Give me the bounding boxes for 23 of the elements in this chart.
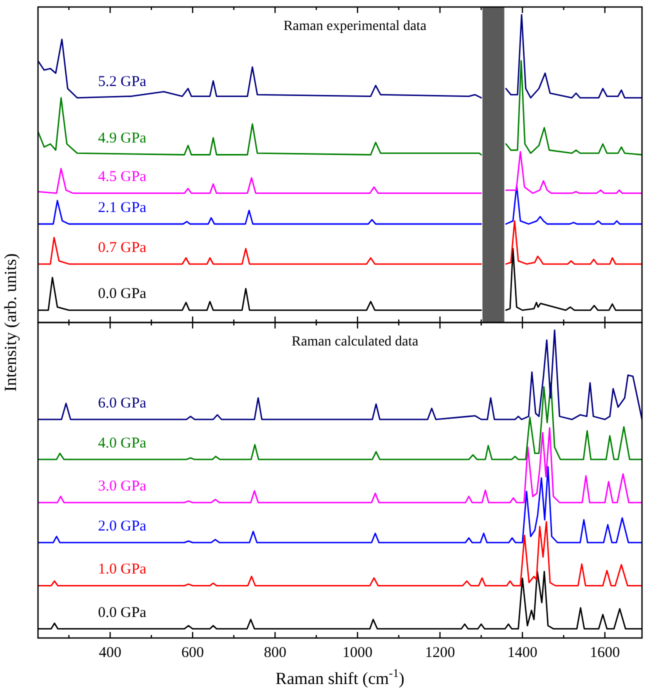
x-tick-label: 600	[181, 645, 204, 661]
x-tick-label: 400	[98, 645, 122, 661]
series-label: 4.9 GPa	[98, 130, 147, 147]
x-tick-label: 800	[264, 645, 286, 661]
x-tick-label: 1200	[424, 645, 455, 661]
series-label: 2.1 GPa	[98, 200, 147, 216]
series-label: 3.0 GPa	[98, 478, 147, 495]
series-label: 1.0 GPa	[98, 562, 147, 578]
series-label: 0.0 GPa	[98, 286, 147, 302]
x-tick-label: 1400	[507, 645, 538, 661]
series-label: 4.0 GPa	[98, 435, 147, 452]
series-label: 0.7 GPa	[98, 240, 147, 256]
series-label: 6.0 GPa	[98, 395, 147, 412]
y-axis-title: Intensity (arb. units)	[1, 253, 20, 392]
series-label: 0.0 GPa	[98, 604, 147, 621]
series-label: 4.5 GPa	[98, 169, 147, 186]
series-label: 2.0 GPa	[98, 518, 147, 535]
x-tick-label: 1000	[342, 645, 373, 661]
series-label: 5.2 GPa	[98, 74, 147, 90]
x-axis-title: Raman shift (cm$^{-1}$)	[276, 666, 404, 688]
chart-title: Raman experimental data	[283, 19, 428, 34]
x-tick-label: 1600	[590, 645, 620, 661]
chart-title: Raman calculated data	[292, 334, 420, 350]
